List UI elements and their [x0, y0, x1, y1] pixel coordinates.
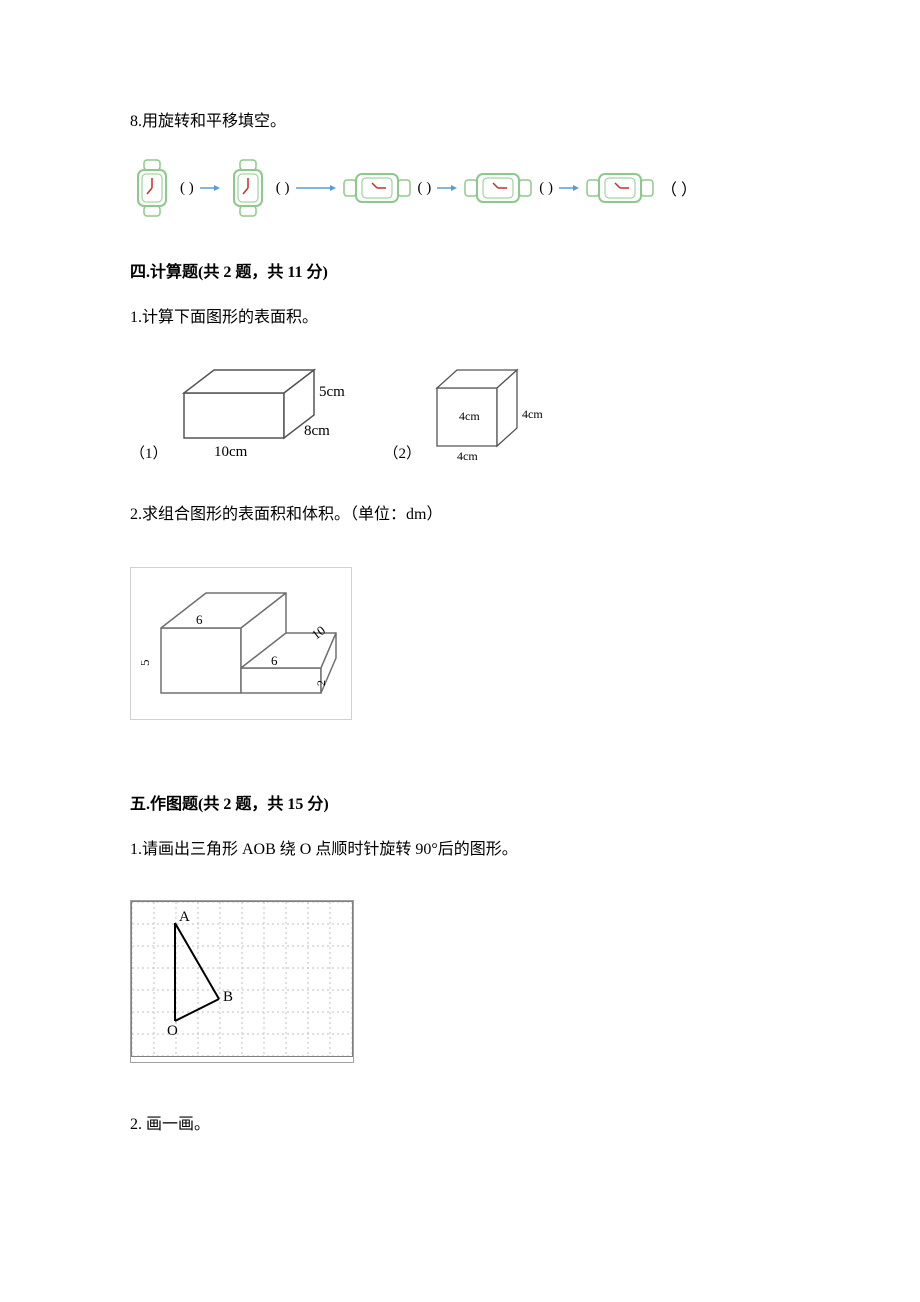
cube-s2: 4cm — [522, 407, 543, 421]
grid-figure: A O B — [131, 901, 353, 1057]
cuboid-idx: （1） — [130, 442, 168, 463]
label-B: B — [223, 989, 233, 1005]
step-b: 6 — [271, 653, 278, 668]
arrow-2 — [296, 182, 336, 194]
paren-2: ( ) — [276, 180, 290, 197]
cube-figure: 4cm 4cm 4cm — [427, 358, 557, 463]
arrow-4 — [559, 182, 579, 194]
sec4-heading: 四.计算题(共 2 题，共 11 分) — [130, 258, 790, 282]
watch-rotated-3 — [585, 166, 655, 210]
sec4-q1-figures: （1） 5cm 8cm 10cm （2） 4cm — [130, 358, 790, 463]
sec5-q1-text: 1.请画出三角形 AOB 绕 O 点顺时针旋转 90°后的图形。 — [130, 838, 790, 862]
cuboid-l: 10cm — [214, 444, 248, 460]
sec4-q2-text: 2.求组合图形的表面积和体积。（单位：dm） — [130, 503, 790, 527]
paren-1: ( ) — [180, 180, 194, 197]
step-figure-box: 6 6 10 5 2 — [130, 567, 352, 720]
watch-sequence: ( ) ( ) — [130, 158, 790, 218]
label-A: A — [179, 909, 190, 925]
cuboid-w: 8cm — [304, 423, 330, 439]
cube-idx: （2） — [384, 442, 422, 463]
watch-upright-2 — [226, 158, 270, 218]
sec4-q1-text: 1.计算下面图形的表面积。 — [130, 306, 790, 330]
watch-rotated-1 — [342, 166, 412, 210]
sec5-heading: 五.作图题(共 2 题，共 15 分) — [130, 790, 790, 814]
paren-3: ( ) — [418, 180, 432, 197]
step-figure: 6 6 10 5 2 — [141, 578, 341, 708]
final-paren: （ ） — [661, 176, 697, 200]
watch-rotated-2 — [463, 166, 533, 210]
grid-figure-box: A O B — [130, 900, 354, 1063]
cuboid-figure: 5cm 8cm 10cm — [174, 358, 354, 463]
paren-4: ( ) — [539, 180, 553, 197]
watch-upright-1 — [130, 158, 174, 218]
step-d: 5 — [141, 660, 152, 667]
label-O: O — [167, 1023, 178, 1039]
arrow-3 — [437, 182, 457, 194]
arrow-1 — [200, 182, 220, 194]
cube-s3: 4cm — [457, 449, 478, 463]
sec5-q2-text: 2. 画一画。 — [130, 1113, 790, 1137]
cuboid-h: 5cm — [319, 384, 345, 400]
step-e: 2 — [314, 680, 328, 686]
step-a: 6 — [196, 612, 203, 627]
q8-text: 8.用旋转和平移填空。 — [130, 110, 790, 134]
cube-s1: 4cm — [459, 409, 480, 423]
